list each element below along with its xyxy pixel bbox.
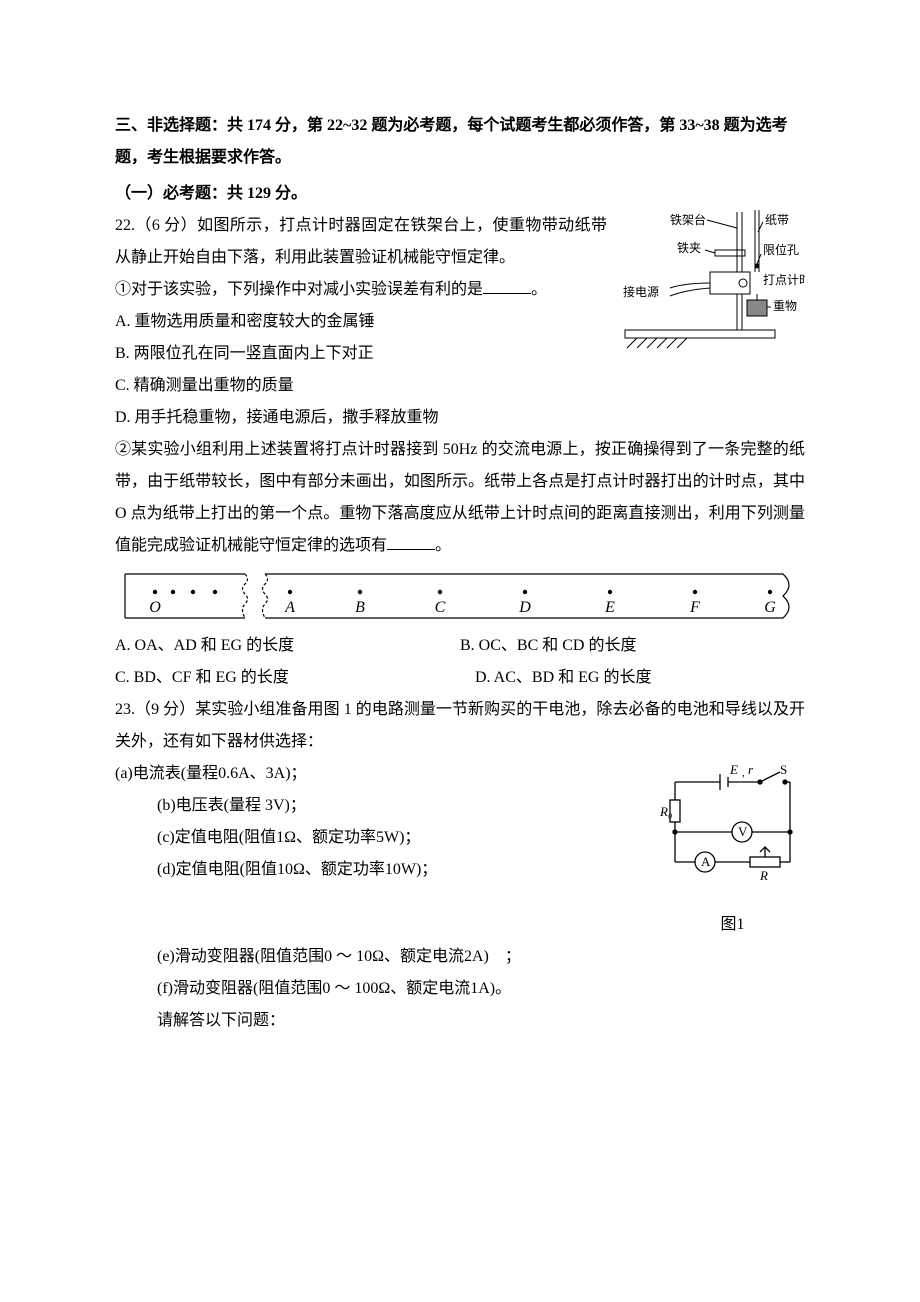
tape-figure: O A B C D E F G [115,568,805,628]
q22-part2-options-row2: C. BD、CF 和 EG 的长度 D. AC、BD 和 EG 的长度 [115,662,805,694]
tape-label-C: C [435,599,446,616]
q23-item-e: (e)滑动变阻器(阻值范围0 ～ 10Ω、额定电流2A) ； [115,941,805,973]
circuit-caption: 图1 [660,909,805,941]
subsection-title: （一）必考题：共 129 分。 [115,178,805,210]
circuit-r: r [748,762,754,777]
label-dadian: 打点计时器 [763,273,805,287]
q22-part2-end: 。 [435,537,451,554]
tape-label-E: E [604,599,615,616]
section-title: 三、非选择题：共 174 分，第 22~32 题为必考题，每个试题考生都必须作答… [115,110,805,174]
apparatus-figure: 铁架台 纸带 铁夹 限位孔 打点计时器 接电源 重物 [615,210,805,372]
label-zhidai: 纸带 [765,213,789,227]
q22-part1-text: ①对于该实验，下列操作中对减小实验误差有利的是 [115,281,483,298]
svg-text:,: , [742,767,745,779]
label-xianwei: 限位孔 [763,242,799,257]
q23-item-f: (f)滑动变阻器(阻值范围0 ～ 100Ω、额定电流1A)。 [115,973,805,1005]
q22-opt2D: D. AC、BD 和 EG 的长度 [445,662,805,694]
circuit-svg: R₀ E , r S V A R [660,762,805,897]
q22-part2: ②某实验小组利用上述装置将打点计时器接到 50Hz 的交流电源上，按正确操得到了… [115,434,805,562]
label-dianyuan: 接电源 [623,284,659,299]
q22-part2-options: A. OA、AD 和 EG 的长度 B. OC、BC 和 CD 的长度 [115,630,805,662]
q23-stem: 23.（9 分）某实验小组准备用图 1 的电路测量一节新购买的干电池，除去必备的… [115,694,805,758]
q22-opt2C: C. BD、CF 和 EG 的长度 [115,662,445,694]
circuit-R0: R₀ [660,804,672,819]
blank-2 [387,534,435,550]
label-tiejia: 铁架台 [670,212,706,227]
q22-part2-text: ②某实验小组利用上述装置将打点计时器接到 50Hz 的交流电源上，按正确操得到了… [115,441,805,554]
tape-label-B: B [355,599,365,616]
circuit-V: V [738,824,748,839]
question-22: 铁架台 纸带 铁夹 限位孔 打点计时器 接电源 重物 22.（6 分）如图所示，… [115,210,805,694]
tape-label-F: F [689,599,700,616]
circuit-S: S [780,762,787,777]
blank-1 [483,278,531,294]
label-tiejia2: 铁夹 [677,241,701,255]
tape-label-G: G [764,599,776,616]
q22-opt2B: B. OC、BC 和 CD 的长度 [460,630,805,662]
question-23: 23.（9 分）某实验小组准备用图 1 的电路测量一节新购买的干电池，除去必备的… [115,694,805,1037]
q22-opt2A: A. OA、AD 和 EG 的长度 [115,630,460,662]
label-zhongwu: 重物 [773,299,797,313]
q22-part1-end: 。 [531,281,547,298]
tape-label-O: O [149,599,161,616]
circuit-figure: R₀ E , r S V A R 图1 [660,762,805,941]
tape-label-A: A [284,599,295,616]
q22-optC: C. 精确测量出重物的质量 [115,370,805,402]
apparatus-svg: 铁架台 纸带 铁夹 限位孔 打点计时器 接电源 重物 [615,210,805,360]
circuit-R: R [759,868,768,883]
circuit-A: A [701,854,711,869]
circuit-E: E [729,762,738,777]
q23-ask: 请解答以下问题： [115,1005,805,1037]
q22-optD: D. 用手托稳重物，接通电源后，撒手释放重物 [115,402,805,434]
tape-label-D: D [518,599,531,616]
